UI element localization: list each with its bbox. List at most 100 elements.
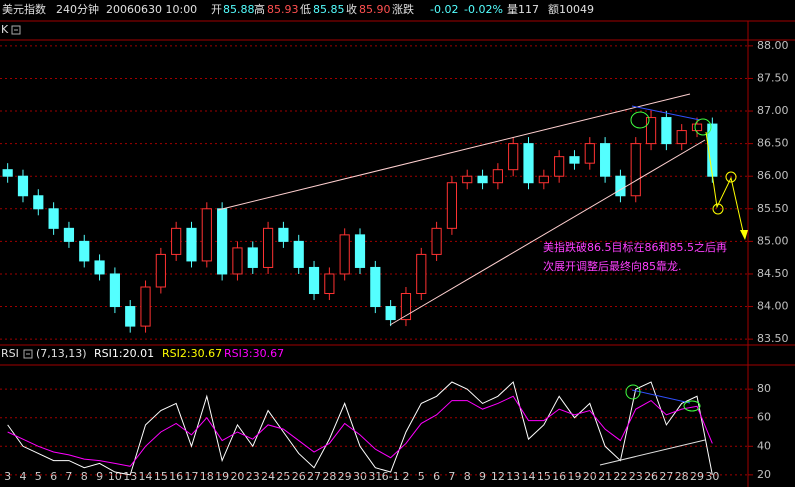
- collapse-icon[interactable]: [11, 25, 21, 35]
- y-tick-label: 84.00: [757, 300, 789, 313]
- candle-body: [691, 123, 703, 132]
- x-tick-label: 16: [169, 470, 183, 483]
- y-tick-label: 60: [757, 411, 771, 424]
- x-tick-label: 27: [659, 470, 673, 483]
- open-label: 开: [211, 3, 222, 16]
- change: -0.02: [430, 3, 458, 16]
- x-tick-label: 20: [230, 470, 244, 483]
- x-tick-label: 5: [418, 470, 425, 483]
- y-tick-label: 87.00: [757, 104, 789, 117]
- candle-body: [140, 286, 151, 327]
- trend-line: [217, 93, 691, 211]
- x-tick-label: 7: [65, 470, 72, 483]
- candle-body: [186, 227, 197, 262]
- marker-circle: [712, 203, 724, 215]
- rsi-line: [7, 381, 713, 476]
- candle-body: [79, 240, 90, 262]
- candle-body: [569, 156, 580, 164]
- x-tick-label: 13: [506, 470, 520, 483]
- change-pct: -0.02%: [464, 3, 503, 16]
- x-tick-label: 13: [123, 470, 137, 483]
- x-tick-label: 31: [368, 470, 382, 483]
- x-tick-label: 9: [96, 470, 103, 483]
- candle-body: [600, 143, 611, 177]
- x-tick-label: 8: [81, 470, 88, 483]
- candle-body: [324, 273, 335, 295]
- close-label: 收: [346, 2, 357, 16]
- candle-body: [416, 253, 427, 295]
- x-tick-label: 29: [690, 470, 704, 483]
- x-tick-label: 8: [464, 470, 471, 483]
- x-tick-label: 10: [108, 470, 122, 483]
- annotation: 美指跌破86.5目标在86和85.5之后再: [543, 240, 727, 254]
- candle-body: [354, 234, 366, 268]
- candle-body: [48, 208, 59, 229]
- x-tick-label: 29: [338, 470, 352, 483]
- rsi-line: [7, 395, 713, 467]
- y-tick-label: 86.50: [757, 137, 789, 150]
- amount: 额10049: [548, 3, 594, 16]
- candle-body: [17, 175, 29, 197]
- candle-body: [446, 182, 458, 229]
- rsi2-legend: RSI2:30.67: [162, 347, 222, 360]
- candle-body: [554, 156, 565, 177]
- y-tick-label: 85.00: [757, 234, 789, 247]
- x-tick-label: 22: [613, 470, 627, 483]
- x-tick-label: 12: [491, 470, 505, 483]
- trend-line: [631, 389, 691, 404]
- x-tick-label: 16: [552, 470, 566, 483]
- candle-body: [477, 175, 488, 184]
- x-tick-label: 19: [567, 470, 581, 483]
- annotation: 次展开调整后最终向85靠龙.: [543, 259, 682, 273]
- x-tick-label: 7: [448, 470, 455, 483]
- collapse-icon[interactable]: [23, 349, 33, 359]
- trend-line: [599, 439, 706, 466]
- low: 85.85: [313, 3, 345, 16]
- x-tick-label: 6: [50, 470, 57, 483]
- candle-body: [247, 247, 258, 268]
- high-label: 高: [254, 2, 265, 16]
- x-tick-label: 3: [4, 470, 11, 483]
- trend-line: [389, 139, 706, 326]
- x-tick-label: 18: [200, 470, 214, 483]
- y-tick-label: 80: [757, 382, 771, 395]
- x-tick-label: 15: [537, 470, 551, 483]
- candle-body: [201, 208, 212, 262]
- x-tick-label: 30: [705, 470, 719, 483]
- x-tick-label: 27: [307, 470, 321, 483]
- x-tick-label: 25: [276, 470, 290, 483]
- candle-body: [262, 227, 274, 268]
- rsi-params: (7,13,13): [36, 347, 87, 360]
- candle-body: [94, 260, 105, 275]
- datetime: 20060630 10:00: [106, 3, 197, 16]
- x-tick-label: 15: [154, 470, 168, 483]
- y-tick-label: 83.50: [757, 332, 789, 345]
- candle-body: [661, 117, 672, 145]
- candle-body: [33, 195, 44, 210]
- candle-body: [308, 266, 320, 295]
- x-tick-label: 6-1: [382, 470, 400, 483]
- candle-body: [523, 143, 534, 184]
- candle-body: [155, 253, 166, 288]
- x-tick-label: 21: [598, 470, 612, 483]
- candle-body: [339, 234, 350, 275]
- candle-body: [630, 143, 641, 197]
- close: 85.90: [359, 3, 391, 16]
- x-tick-label: 17: [184, 470, 198, 483]
- y-tick-label: 84.50: [757, 267, 789, 280]
- y-tick-label: 20: [757, 468, 771, 481]
- candle-body: [462, 175, 473, 184]
- marker-circle: [683, 400, 701, 412]
- x-tick-label: 6: [433, 470, 440, 483]
- candle-body: [431, 227, 442, 255]
- volume: 量117: [507, 3, 539, 16]
- candle-body: [232, 247, 243, 275]
- candle-body: [217, 208, 228, 275]
- x-tick-label: 23: [246, 470, 260, 483]
- candle-body: [492, 169, 503, 184]
- trend-line: [631, 105, 701, 121]
- candle-body: [584, 143, 595, 164]
- candle-body: [171, 227, 182, 255]
